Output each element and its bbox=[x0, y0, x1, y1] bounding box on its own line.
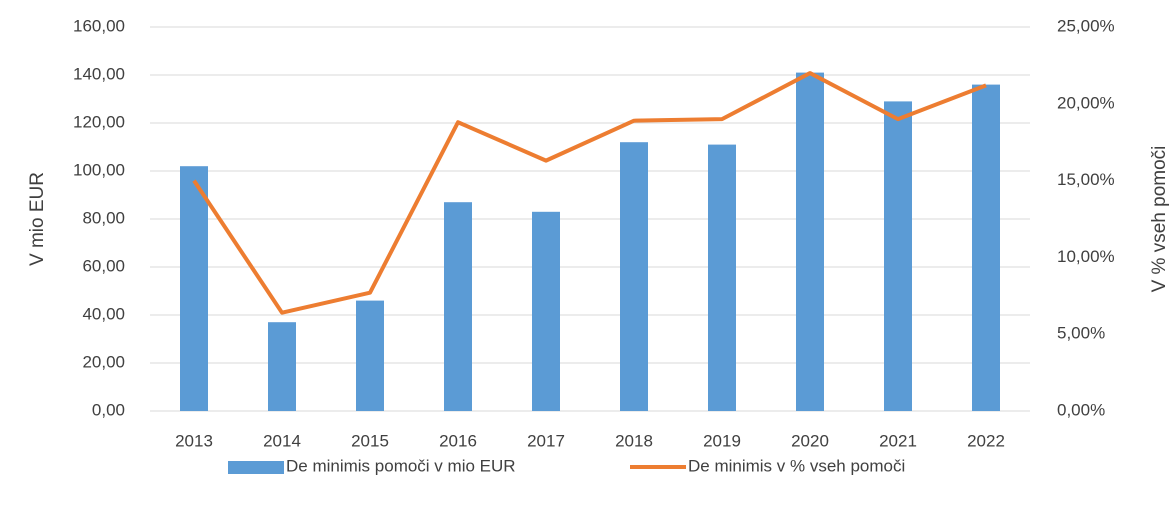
y-tick-label: 120,00 bbox=[73, 112, 125, 131]
y-axis-title: V mio EUR bbox=[27, 172, 48, 266]
x-tick-label: 2017 bbox=[527, 431, 565, 450]
bar bbox=[708, 144, 736, 411]
legend-label: De minimis pomoči v mio EUR bbox=[286, 456, 516, 475]
y2-tick-label: 25,00% bbox=[1057, 16, 1115, 35]
bar bbox=[884, 101, 912, 412]
y2-tick-label: 20,00% bbox=[1057, 93, 1115, 112]
bar bbox=[972, 84, 1000, 411]
legend-swatch bbox=[228, 461, 284, 474]
y2-tick-label: 0,00% bbox=[1057, 400, 1105, 419]
bar bbox=[532, 211, 560, 411]
x-tick-label: 2022 bbox=[967, 431, 1005, 450]
x-tick-label: 2021 bbox=[879, 431, 917, 450]
y-tick-label: 140,00 bbox=[73, 64, 125, 83]
y-tick-label: 60,00 bbox=[82, 256, 125, 275]
bar bbox=[444, 202, 472, 411]
legend-label: De minimis v % vseh pomoči bbox=[688, 456, 905, 475]
y2-tick-label: 10,00% bbox=[1057, 247, 1115, 266]
bar bbox=[356, 300, 384, 411]
y2-tick-label: 5,00% bbox=[1057, 324, 1105, 343]
y2-axis-title: V % vseh pomoči bbox=[1149, 146, 1170, 293]
y-tick-label: 160,00 bbox=[73, 16, 125, 35]
bar bbox=[180, 166, 208, 411]
y-tick-label: 100,00 bbox=[73, 160, 125, 179]
x-tick-label: 2018 bbox=[615, 431, 653, 450]
y-tick-label: 20,00 bbox=[82, 352, 125, 371]
line bbox=[192, 71, 987, 315]
bar bbox=[620, 142, 648, 411]
x-tick-label: 2013 bbox=[175, 431, 213, 450]
bar bbox=[796, 72, 824, 411]
bar bbox=[268, 322, 296, 411]
x-tick-label: 2015 bbox=[351, 431, 389, 450]
x-tick-label: 2020 bbox=[791, 431, 829, 450]
y-tick-label: 0,00 bbox=[92, 400, 125, 419]
x-tick-label: 2019 bbox=[703, 431, 741, 450]
y-tick-label: 80,00 bbox=[82, 208, 125, 227]
y-tick-label: 40,00 bbox=[82, 304, 125, 323]
x-tick-label: 2016 bbox=[439, 431, 477, 450]
y2-tick-label: 15,00% bbox=[1057, 170, 1115, 189]
x-tick-label: 2014 bbox=[263, 431, 301, 450]
